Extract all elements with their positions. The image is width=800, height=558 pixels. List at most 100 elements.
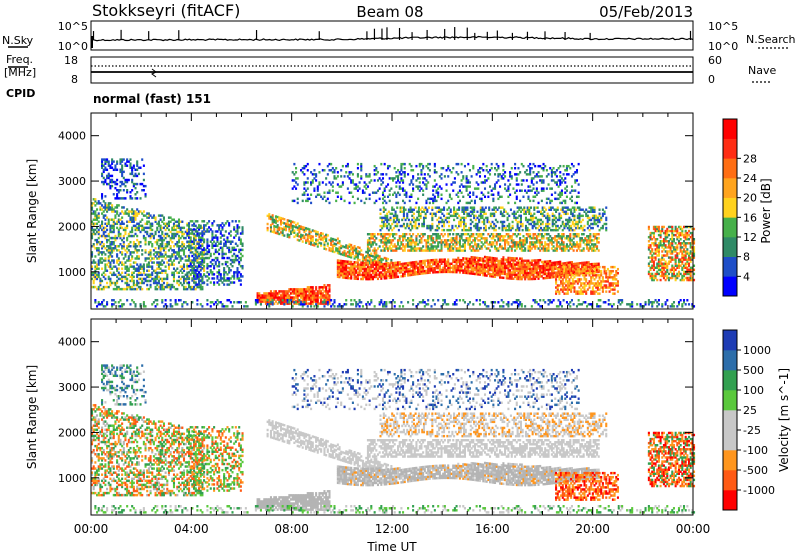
power-cell — [233, 281, 235, 283]
power-cell — [126, 189, 128, 191]
power-cell — [216, 257, 218, 259]
power-cell — [193, 238, 195, 240]
power-cell — [508, 215, 510, 217]
power-cell — [143, 173, 145, 175]
nave-top-tick: 60 — [708, 54, 722, 67]
power-cell — [198, 253, 200, 255]
power-cell — [589, 233, 591, 235]
freq-glitch — [152, 69, 156, 77]
power-cell — [106, 282, 108, 284]
power-cell — [375, 252, 377, 254]
power-cell — [350, 244, 352, 246]
power-cell — [104, 257, 106, 259]
power-cell — [519, 233, 521, 235]
power-cell — [302, 240, 304, 242]
power-cell — [213, 273, 215, 275]
power-cell — [444, 233, 446, 235]
freq-unit: [MHz] — [4, 66, 36, 79]
power-cell — [450, 209, 452, 211]
power-cell — [360, 249, 362, 251]
power-cell — [188, 281, 190, 283]
power-cell — [118, 204, 120, 206]
power-cell — [522, 229, 524, 231]
power-cell — [240, 279, 242, 281]
power-cell — [225, 253, 227, 255]
power-cell — [297, 222, 299, 224]
power-cell — [293, 221, 295, 223]
power-cell — [359, 247, 361, 249]
power-cell — [133, 280, 135, 282]
power-cell — [374, 233, 376, 235]
power-cell — [116, 253, 118, 255]
power-cell — [236, 245, 238, 247]
power-cell — [489, 249, 491, 251]
power-cell — [312, 286, 314, 288]
power-cell — [524, 247, 526, 249]
power-cell — [583, 233, 585, 235]
power-cell — [176, 267, 178, 269]
power-cell — [503, 215, 505, 217]
power-cell — [218, 283, 220, 285]
power-cell — [208, 220, 210, 222]
power-cell — [113, 160, 115, 162]
power-cell — [488, 206, 490, 208]
power-cell — [225, 230, 227, 232]
power-cell — [220, 240, 222, 242]
power-cell — [317, 231, 319, 233]
power-cell — [377, 278, 379, 280]
power-cell — [98, 267, 100, 269]
power-cell — [452, 233, 454, 235]
power-cell — [131, 189, 133, 191]
power-cell — [136, 160, 138, 162]
power-cell — [583, 247, 585, 249]
power-cell — [136, 235, 138, 237]
power-cell — [111, 204, 113, 206]
power-cell — [470, 227, 472, 229]
power-cell — [213, 281, 215, 283]
power-cell — [108, 160, 110, 162]
power-cell — [394, 237, 396, 239]
power-cell — [98, 212, 100, 214]
power-cell — [145, 249, 147, 251]
power-cell — [370, 252, 372, 254]
power-cell — [503, 221, 505, 223]
power-cell — [238, 226, 240, 228]
power-cell — [486, 237, 488, 239]
power-cell — [145, 185, 147, 187]
power-cell — [448, 221, 450, 223]
power-cell — [139, 197, 141, 199]
power-cell — [201, 286, 203, 288]
power-cell — [439, 265, 441, 267]
power-cell — [101, 193, 103, 195]
power-cell — [283, 218, 285, 220]
power-cell — [242, 243, 244, 245]
power-cell — [596, 245, 598, 247]
power-cell — [121, 165, 123, 167]
power-cell — [216, 236, 218, 238]
power-cell — [183, 227, 185, 229]
power-cell — [482, 233, 484, 235]
freq-strip: Freq. [MHz] 18 8 60 0 Nave CPID normal (… — [4, 53, 776, 106]
power-cell — [163, 216, 165, 218]
power-cell — [223, 283, 225, 285]
power-cell — [153, 261, 155, 263]
power-cell — [502, 277, 504, 279]
power-cell — [228, 222, 230, 224]
power-cell — [151, 265, 153, 267]
power-cell — [104, 274, 106, 276]
power-cell — [308, 228, 310, 230]
power-cell — [569, 233, 571, 235]
power-cell — [193, 243, 195, 245]
power-cell — [119, 189, 121, 191]
power-cell — [315, 286, 317, 288]
power-cell — [293, 229, 295, 231]
nave-bottom-tick: 0 — [708, 73, 715, 86]
power-cell — [272, 214, 274, 216]
power-cell — [362, 254, 364, 256]
power-cell — [598, 233, 600, 235]
power-cell — [242, 275, 244, 277]
power-cell — [123, 189, 125, 191]
nsearch-spikes — [92, 27, 690, 48]
power-cell — [277, 224, 279, 226]
